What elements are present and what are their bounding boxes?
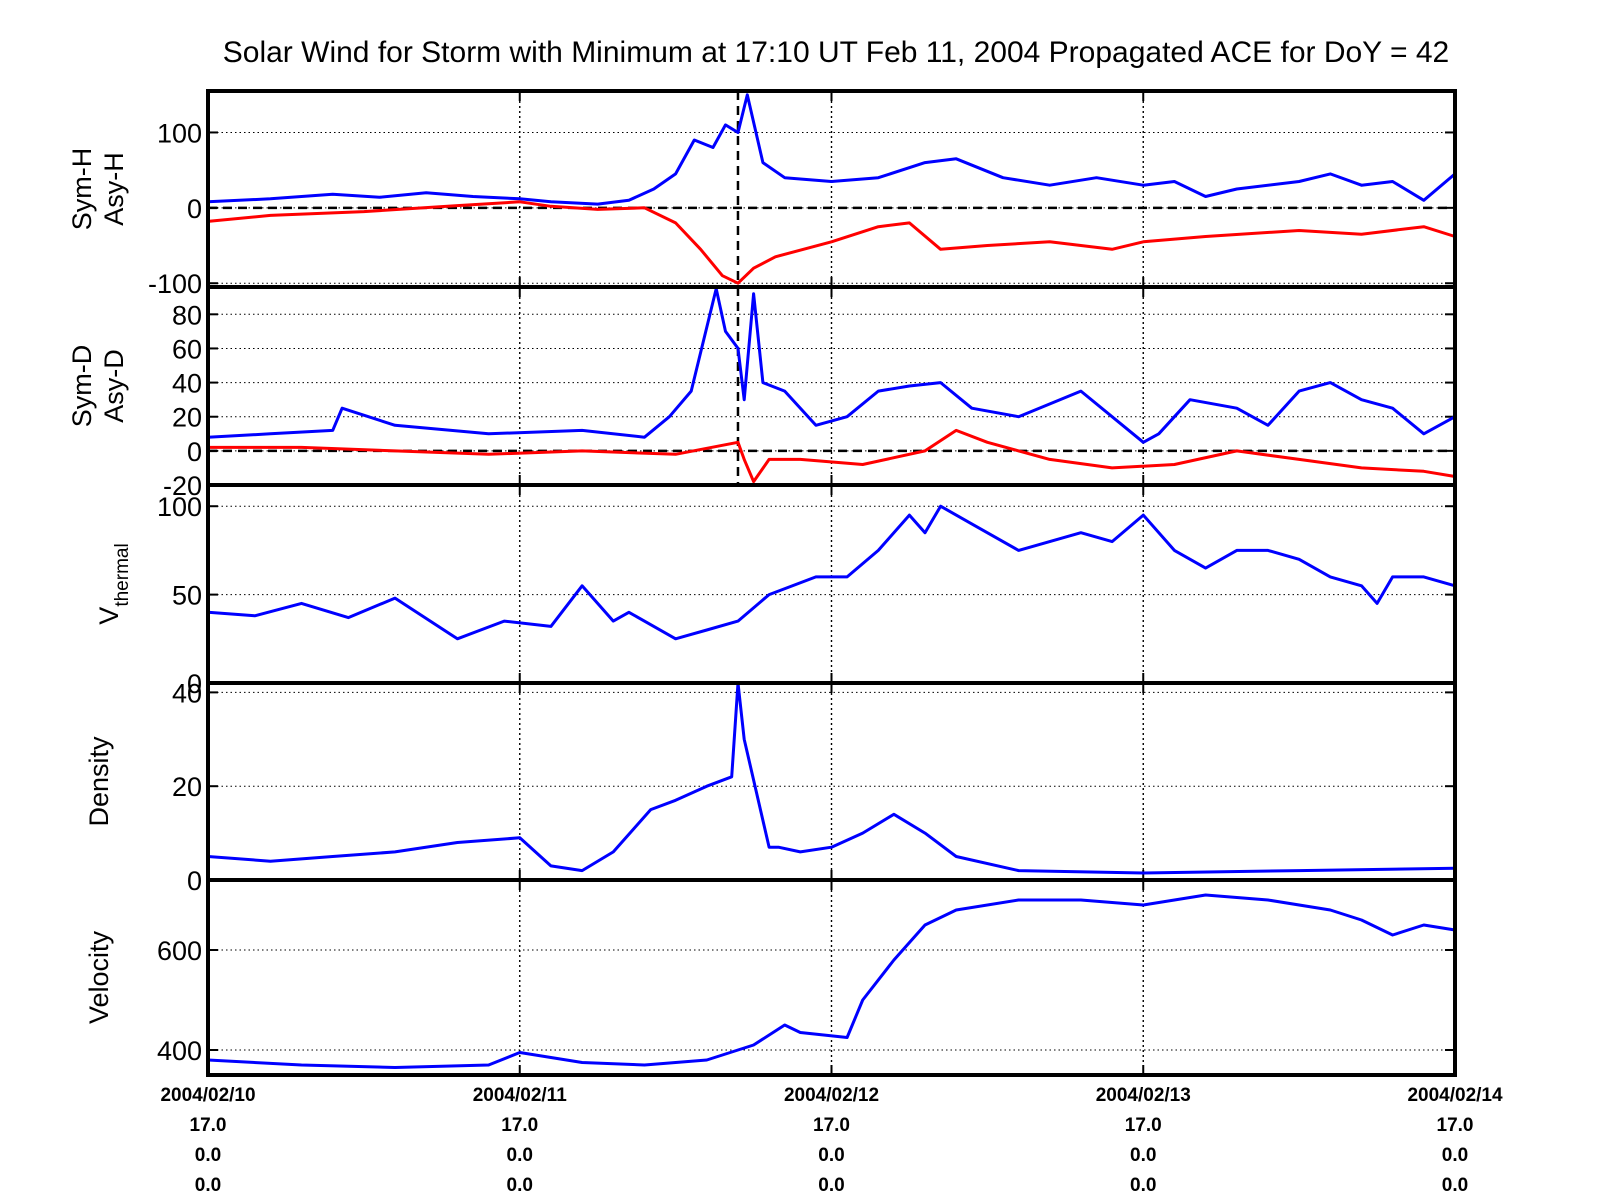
x-tick-sub: 17.0 xyxy=(813,1115,850,1136)
x-tick-sub: 0.0 xyxy=(507,1145,533,1166)
y-tick-label: 0 xyxy=(187,437,202,467)
y-axis-label-line: Asy-D xyxy=(99,349,129,423)
x-tick-date: 2004/02/10 xyxy=(160,1085,255,1106)
chart-title: Solar Wind for Storm with Minimum at 17:… xyxy=(223,36,1449,69)
series-line-2 xyxy=(207,200,1456,285)
x-tick-sub: 17.0 xyxy=(1125,1115,1162,1136)
x-tick-sub: 17.0 xyxy=(1437,1115,1474,1136)
x-axis-ticks: 2004/02/10 17.0 0.0 0.0 2004/02/11 17.0 0.0 0.0… xyxy=(160,1085,1503,1196)
y-tick-label: 50 xyxy=(172,581,202,611)
y-tick-label: 40 xyxy=(172,678,202,708)
x-tick-label-group: 2004/02/14 17.0 0.0 0.0 xyxy=(1407,1085,1503,1196)
x-tick-date: 2004/02/13 xyxy=(1096,1085,1191,1106)
x-tick-sub: 17.0 xyxy=(190,1115,227,1136)
x-tick-date: 2004/02/14 xyxy=(1407,1085,1503,1106)
x-tick-date: 2004/02/11 xyxy=(473,1085,567,1106)
x-tick-label-group: 2004/02/11 17.0 0.0 0.0 xyxy=(473,1085,567,1196)
x-tick-sub: 0.0 xyxy=(818,1145,844,1166)
series-line-1 xyxy=(207,93,1456,206)
series-line-1 xyxy=(207,893,1456,1069)
x-tick-sub: 0.0 xyxy=(1442,1175,1468,1196)
y-axis-label: Density xyxy=(84,736,114,827)
x-tick-sub: 0.0 xyxy=(818,1175,844,1196)
y-axis-label: Sym-DAsy-D xyxy=(67,345,129,428)
x-tick-sub: 17.0 xyxy=(501,1115,538,1136)
x-tick-label-group: 2004/02/10 17.0 0.0 0.0 xyxy=(160,1085,255,1196)
x-tick-sub: 0.0 xyxy=(1130,1145,1156,1166)
panel-3: 0 50 100 Vthermal xyxy=(94,483,1457,699)
y-tick-label: 0 xyxy=(187,866,202,896)
y-axis-label: Sym-HAsy-H xyxy=(67,148,129,231)
y-tick-label: 40 xyxy=(172,369,202,399)
y-axis-label: Velocity xyxy=(84,930,114,1024)
panel-5: 400 600 Velocity xyxy=(84,878,1457,1077)
x-tick-label-group: 2004/02/13 17.0 0.0 0.0 xyxy=(1096,1085,1191,1196)
series-line-1 xyxy=(207,504,1456,641)
y-axis-label-main: V xyxy=(94,607,124,625)
x-tick-sub: 0.0 xyxy=(1442,1145,1468,1166)
y-axis-label-line: Asy-H xyxy=(99,152,129,226)
x-tick-sub: 0.0 xyxy=(507,1175,533,1196)
y-tick-label: 0 xyxy=(187,194,202,224)
series-line-1 xyxy=(207,287,1456,444)
y-tick-label: -100 xyxy=(148,269,202,299)
y-tick-label: 100 xyxy=(157,118,202,148)
y-tick-label: 600 xyxy=(157,936,202,966)
panel-frame xyxy=(206,483,1457,685)
y-tick-label: 60 xyxy=(172,334,202,364)
y-tick-label: 400 xyxy=(157,1036,202,1066)
y-tick-label: 20 xyxy=(172,772,202,802)
panel-frame xyxy=(206,878,1457,1077)
y-tick-label: 80 xyxy=(172,300,202,330)
y-tick-label: 0 xyxy=(187,669,202,699)
y-tick-label: -20 xyxy=(163,471,202,501)
x-tick-sub: 0.0 xyxy=(195,1175,221,1196)
y-tick-label: 20 xyxy=(172,403,202,433)
series-line-2 xyxy=(208,428,1456,484)
x-tick-date: 2004/02/12 xyxy=(784,1085,879,1106)
y-tick-label: 100 xyxy=(157,492,202,522)
y-axis-label-line: Sym-H xyxy=(67,148,97,231)
panel-4: 0 20 40 Density xyxy=(84,678,1457,896)
y-axis-label-line: Sym-D xyxy=(67,345,97,428)
y-axis-label: Vthermal xyxy=(94,543,133,624)
panel-1: -100 0 100 Sym-HAsy-H xyxy=(67,89,1457,299)
x-tick-sub: 0.0 xyxy=(1130,1175,1156,1196)
x-tick-label-group: 2004/02/12 17.0 0.0 0.0 xyxy=(784,1085,879,1196)
y-axis-label-subscript: thermal xyxy=(112,543,133,606)
panel-2: -20 0 20 40 60 80 Sym-DAsy-D xyxy=(67,285,1457,501)
x-tick-sub: 0.0 xyxy=(195,1145,221,1166)
plot-panels: -100 0 100 Sym-HAsy-H -20 0 20 40 60 80 Sym-DAsy-D… xyxy=(67,89,1457,1077)
